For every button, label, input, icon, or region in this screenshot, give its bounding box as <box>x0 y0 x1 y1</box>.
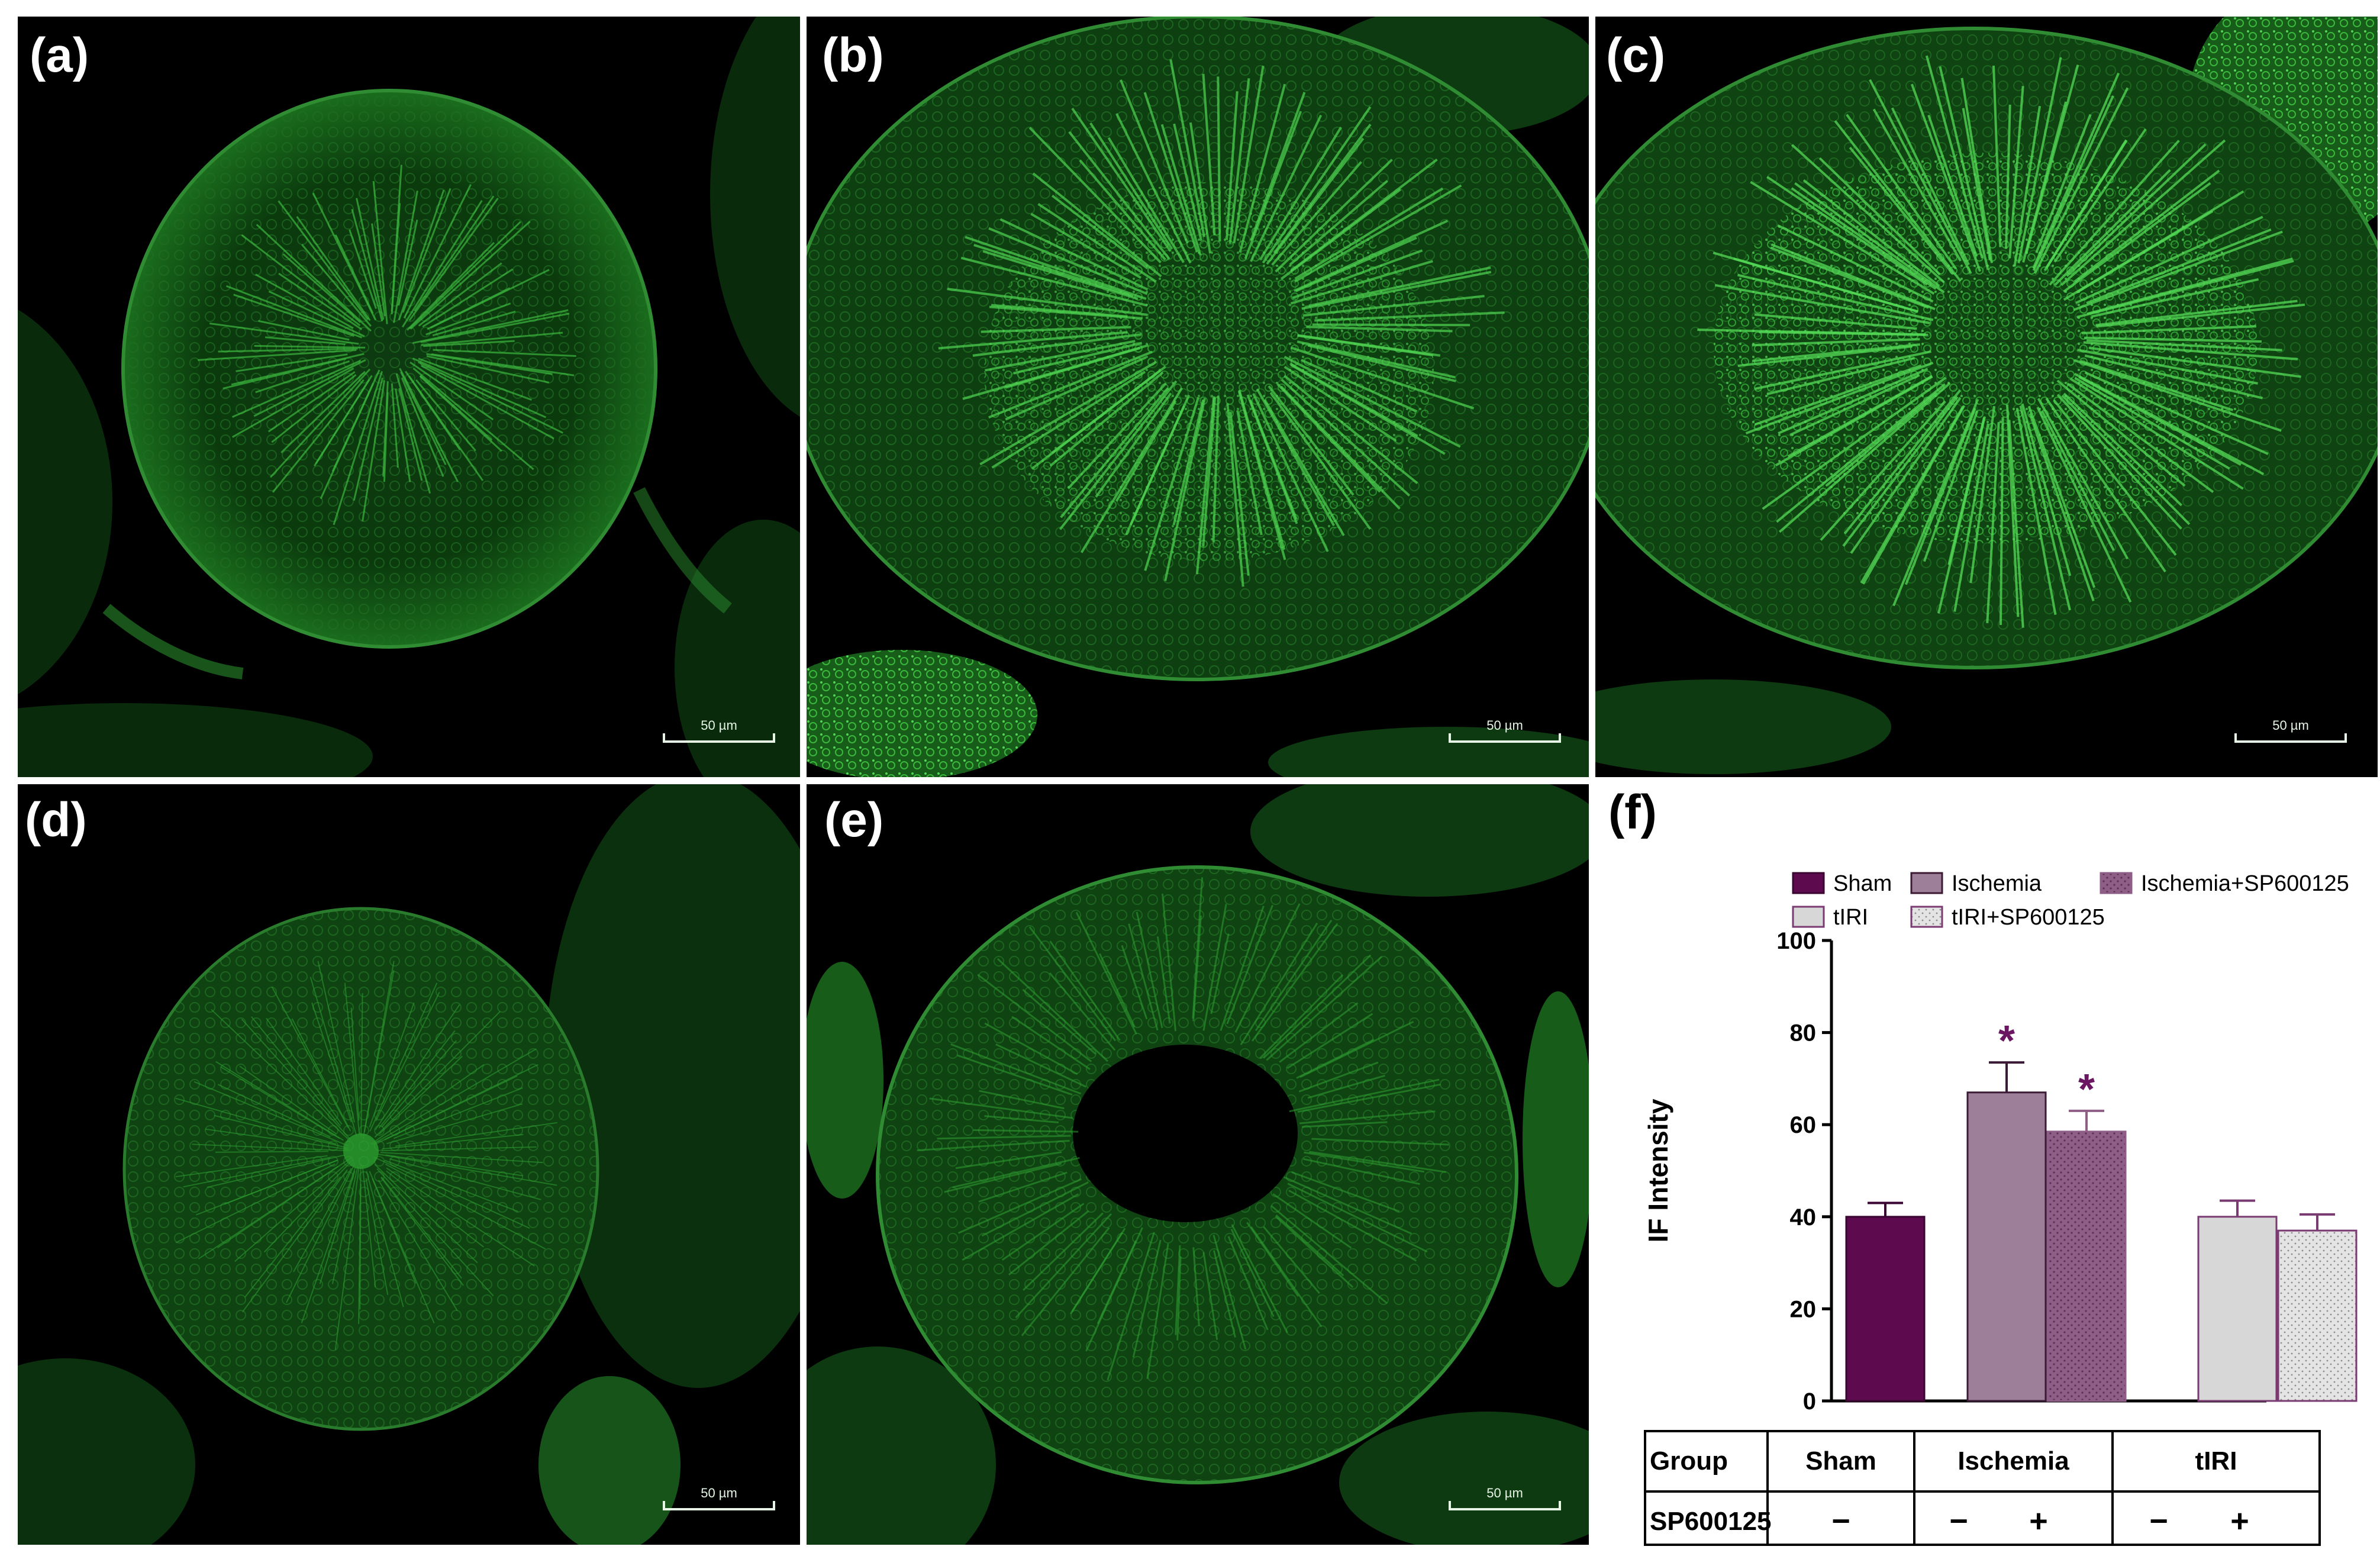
table-row-label: SP600125 <box>1650 1507 1772 1536</box>
y-tick-label: 0 <box>1803 1389 1816 1415</box>
panel-label-a: (a) <box>30 28 89 82</box>
micrograph-e-image <box>807 784 1589 1545</box>
panel-label-b: (b) <box>822 28 884 82</box>
bar-tiri-sp600125 <box>2277 1229 2358 1402</box>
scale-bar-label-c: 50 µm <box>2272 718 2309 733</box>
micrograph-panel-e: (e) 50 µm <box>807 784 1589 1545</box>
y-tick-label: 20 <box>1790 1296 1817 1322</box>
micrograph-a-image <box>18 17 800 777</box>
micrograph-panel-a: (a) 50 µm <box>18 17 800 777</box>
scale-bar-a: 50 µm <box>663 718 775 743</box>
legend-swatch <box>1910 872 1943 894</box>
error-bar <box>1868 1201 1903 1217</box>
bar-sham <box>1845 1216 1926 1402</box>
table-row-label: Group <box>1650 1447 1728 1476</box>
legend-swatch <box>1910 906 1943 928</box>
table-treatment-sign: − <box>1949 1503 1968 1539</box>
micrograph-c-image <box>1595 17 2378 777</box>
scale-bar-label-e: 50 µm <box>1486 1486 1523 1500</box>
significance-marker: * <box>1998 1017 2015 1065</box>
legend-label: tIRI <box>1833 905 1868 930</box>
y-tick-label: 40 <box>1790 1204 1817 1230</box>
scale-bar-e: 50 µm <box>1449 1486 1561 1510</box>
micrograph-d-image <box>18 784 800 1545</box>
panel-label-f: (f) <box>1608 787 1657 839</box>
error-bar <box>1989 1061 2024 1093</box>
legend-swatch <box>1792 872 1825 894</box>
panel-label-d: (d) <box>25 793 87 847</box>
micrograph-panel-d: (d) 50 µm <box>18 784 800 1545</box>
bar-chart-panel-f: (f) 0 20 40 60 80 100 IF Intensity * * Sham Ischem… <box>1608 787 2358 1546</box>
legend-label: Ischemia <box>1952 871 2042 896</box>
error-bar <box>2069 1109 2104 1132</box>
error-bar <box>2220 1199 2255 1217</box>
legend-label: Sham <box>1833 871 1892 896</box>
bar-tiri <box>2197 1216 2278 1402</box>
table-group-label: Ischemia <box>1957 1447 2069 1476</box>
significance-marker: * <box>2078 1066 2095 1113</box>
legend-swatch <box>1792 906 1825 928</box>
scale-bar-label-a: 50 µm <box>701 718 737 733</box>
micrograph-panel-c: (c) 50 µm <box>1595 17 2378 777</box>
y-tick-label: 100 <box>1776 928 1816 954</box>
legend-label: Ischemia+SP600125 <box>2141 871 2349 896</box>
table-treatment-sign: + <box>2029 1503 2048 1539</box>
micrograph-b-image <box>807 17 1589 777</box>
table-group-label: Sham <box>1805 1447 1876 1476</box>
scale-bar-b: 50 µm <box>1449 718 1561 743</box>
panel-label-c: (c) <box>1606 28 1666 82</box>
y-tick-label: 80 <box>1790 1020 1817 1046</box>
panel-label-e: (e) <box>824 793 884 847</box>
bar-ischemia <box>1966 1091 2047 1402</box>
table-group-label: tIRI <box>2195 1447 2237 1476</box>
legend-swatch <box>2100 872 2133 894</box>
scale-bar-c: 50 µm <box>2234 718 2347 743</box>
micrograph-panel-b: (b) 50 µm <box>807 17 1589 777</box>
y-axis-label: IF Intensity <box>1643 1098 1673 1242</box>
table-treatment-sign: + <box>2230 1503 2249 1539</box>
scale-bar-d: 50 µm <box>663 1486 775 1510</box>
group-table <box>1644 1430 2321 1546</box>
error-bar <box>2300 1213 2335 1231</box>
legend-label: tIRI+SP600125 <box>1952 905 2105 930</box>
scale-bar-label-b: 50 µm <box>1486 718 1523 733</box>
table-treatment-sign: − <box>2149 1503 2168 1539</box>
bar-ischemia-sp600125 <box>2046 1130 2127 1402</box>
y-tick-label: 60 <box>1790 1112 1817 1138</box>
scale-bar-label-d: 50 µm <box>701 1486 737 1500</box>
table-treatment-sign: − <box>1831 1503 1850 1539</box>
